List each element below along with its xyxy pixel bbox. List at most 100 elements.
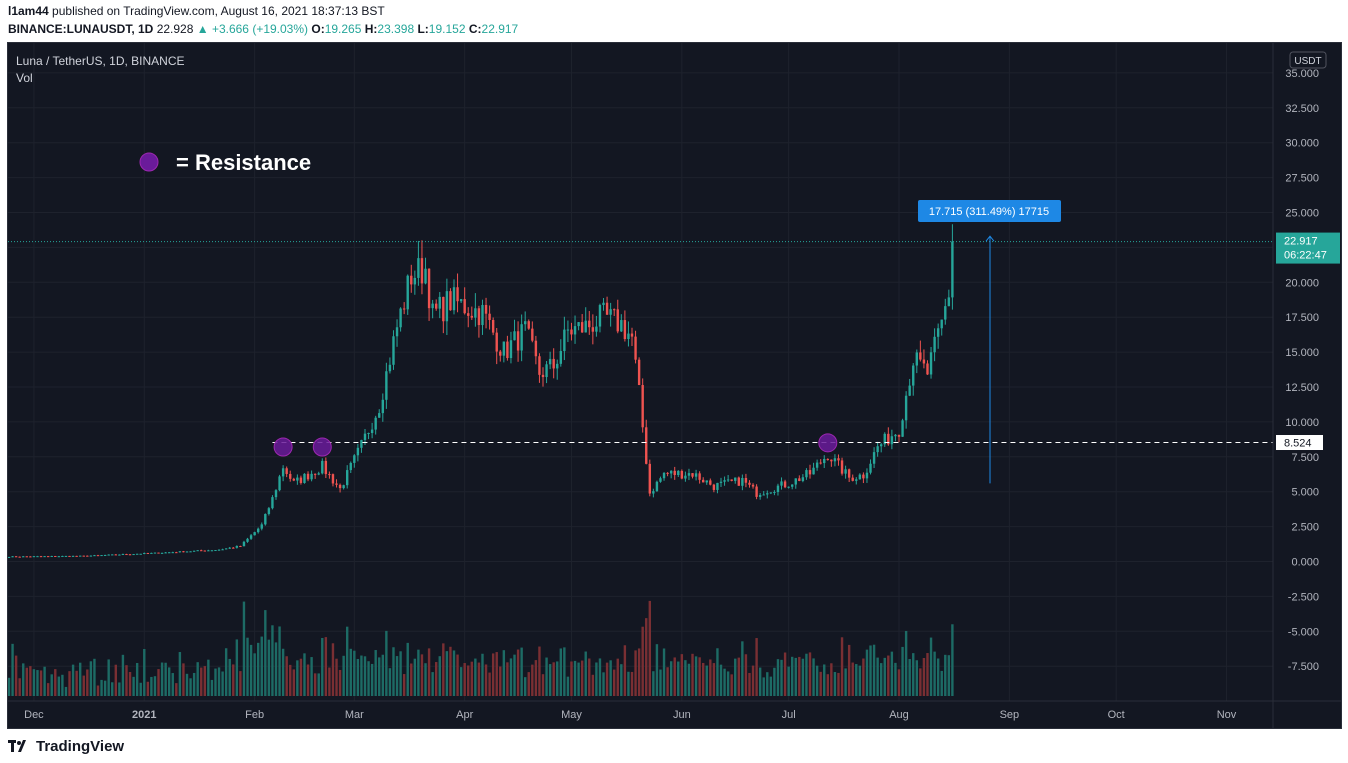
volume-bar bbox=[815, 665, 819, 696]
time-tick-label: Nov bbox=[1217, 709, 1237, 721]
volume-bar bbox=[595, 662, 598, 696]
resistance-markers bbox=[273, 433, 838, 457]
chart-grid bbox=[8, 43, 1273, 701]
candle-body bbox=[274, 490, 278, 498]
volume-bar bbox=[509, 658, 513, 696]
price-tick-label: 5.000 bbox=[1291, 487, 1319, 499]
volume-bar bbox=[385, 630, 388, 696]
candle-body bbox=[61, 555, 64, 557]
volume-bar bbox=[627, 671, 630, 696]
candle-body bbox=[491, 319, 495, 333]
volume-bar bbox=[18, 678, 21, 696]
volume-bar bbox=[267, 639, 271, 696]
volume-bar bbox=[367, 661, 370, 696]
candle-body bbox=[285, 468, 288, 474]
level-price-tag bbox=[1276, 435, 1323, 451]
candle-body bbox=[890, 436, 894, 445]
candle-body bbox=[598, 305, 602, 327]
time-tick-label: Dec bbox=[24, 709, 44, 721]
volume-bar bbox=[378, 657, 381, 696]
candle-body bbox=[299, 477, 303, 483]
volume-bar bbox=[702, 662, 705, 696]
candle-body bbox=[548, 358, 552, 365]
resistance-touch-marker bbox=[312, 437, 332, 457]
candle-body bbox=[588, 320, 591, 328]
candle-body bbox=[157, 552, 160, 554]
candle-body bbox=[634, 336, 637, 360]
volume-bar bbox=[36, 670, 39, 696]
volume-bar bbox=[374, 650, 377, 696]
candle-body bbox=[758, 495, 762, 497]
chart-panel[interactable]: 17.715 (311.49%) 17715 = Resistance Luna… bbox=[7, 42, 1342, 729]
candle-body bbox=[342, 485, 345, 489]
volume-bar bbox=[499, 666, 502, 696]
volume-bar bbox=[491, 653, 495, 696]
candle-body bbox=[751, 484, 755, 487]
volume-bar bbox=[264, 610, 267, 696]
candle-body bbox=[702, 479, 705, 483]
volume-bar bbox=[794, 657, 797, 696]
volume-bar bbox=[481, 653, 484, 696]
candle-body bbox=[563, 329, 566, 352]
volume-bar bbox=[424, 663, 427, 696]
time-axis[interactable]: Dec 2021 Feb Mar Apr May Jun Jul Aug Sep Oct Nov bbox=[8, 700, 1341, 721]
volume-bar bbox=[826, 674, 829, 696]
publish-info: l1am44 published on TradingView.com, Aug… bbox=[8, 4, 385, 18]
volume-bar bbox=[833, 672, 837, 696]
candle-body bbox=[338, 484, 342, 489]
price-tick-label: 25.000 bbox=[1285, 208, 1319, 220]
volume-bar bbox=[203, 666, 206, 696]
volume-bar bbox=[659, 669, 662, 696]
candle-body bbox=[39, 556, 43, 558]
candle-body bbox=[46, 556, 50, 558]
volume-bar bbox=[819, 671, 822, 696]
volume-bar bbox=[769, 676, 773, 696]
candle-body bbox=[310, 473, 313, 480]
candle-body bbox=[210, 550, 214, 552]
volume-bar bbox=[869, 645, 872, 696]
volume-bar bbox=[395, 656, 399, 696]
candle-body bbox=[922, 359, 926, 364]
last-price-text: 22.928 bbox=[156, 22, 194, 36]
volume-bar bbox=[474, 658, 477, 696]
volume-bar bbox=[791, 656, 794, 696]
volume-bar bbox=[210, 679, 214, 696]
resistance-touch-marker bbox=[818, 433, 838, 453]
candle-body bbox=[666, 472, 669, 474]
candle-body bbox=[577, 322, 580, 327]
volume-bar bbox=[598, 658, 602, 696]
candle-body bbox=[620, 320, 623, 332]
candle-body bbox=[353, 455, 356, 463]
volume-bar bbox=[29, 666, 32, 696]
volume-bar bbox=[164, 662, 167, 696]
volume-bar bbox=[897, 669, 901, 696]
volume-bar bbox=[257, 642, 260, 696]
candle-body bbox=[630, 333, 634, 337]
price-chart[interactable]: 17.715 (311.49%) 17715 = Resistance Luna… bbox=[7, 43, 1341, 728]
volume-bar bbox=[353, 650, 356, 696]
candle-body bbox=[185, 551, 189, 553]
volume-bar bbox=[573, 660, 577, 696]
candle-body bbox=[438, 296, 441, 309]
candle-body bbox=[680, 470, 684, 479]
volume-bar bbox=[43, 666, 46, 696]
candle-body bbox=[306, 473, 310, 480]
volume-bar bbox=[420, 654, 424, 696]
currency-button[interactable] bbox=[1289, 51, 1327, 69]
candle-body bbox=[278, 476, 281, 491]
volume-bar bbox=[783, 652, 787, 696]
candle-body bbox=[349, 462, 352, 471]
measure-label-box bbox=[918, 200, 1061, 222]
price-axis[interactable]: 35.00032.50030.00027.50025.00022.50020.0… bbox=[1272, 43, 1340, 728]
volume-bar bbox=[538, 646, 541, 696]
volume-bar bbox=[655, 644, 659, 696]
measure-arrow-head bbox=[985, 235, 995, 242]
candle-body bbox=[317, 473, 320, 475]
candle-body bbox=[573, 326, 577, 335]
volume-bar bbox=[634, 650, 637, 696]
volume-bar bbox=[552, 662, 555, 696]
volume-bar bbox=[271, 625, 274, 696]
volume-bar bbox=[890, 651, 894, 696]
candle-body bbox=[591, 327, 595, 332]
volume-bar bbox=[342, 655, 345, 696]
